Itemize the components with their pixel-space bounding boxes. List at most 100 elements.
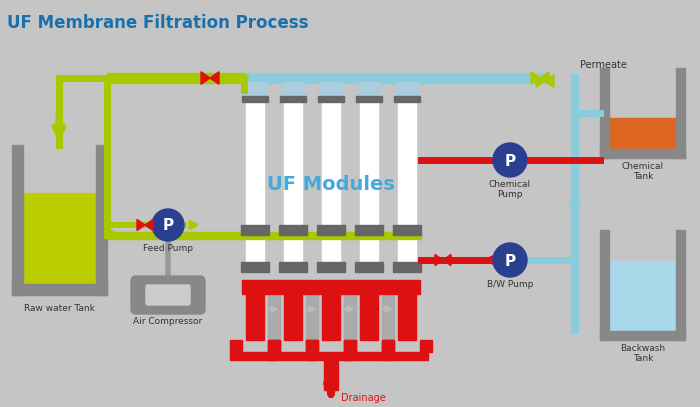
- Bar: [382, 340, 394, 352]
- Bar: [320, 82, 342, 96]
- Bar: [420, 340, 432, 352]
- Text: Raw water Tank: Raw water Tank: [24, 304, 94, 313]
- Bar: [609, 261, 676, 331]
- FancyBboxPatch shape: [146, 285, 190, 305]
- Text: Feed Pump: Feed Pump: [143, 244, 193, 253]
- Bar: [230, 340, 242, 352]
- Bar: [600, 331, 685, 340]
- Bar: [23, 193, 96, 284]
- Bar: [284, 102, 302, 225]
- Bar: [107, 73, 244, 83]
- Bar: [600, 149, 685, 158]
- Bar: [279, 225, 307, 235]
- Polygon shape: [137, 219, 145, 231]
- Polygon shape: [536, 75, 545, 87]
- Bar: [360, 294, 378, 340]
- Bar: [244, 82, 266, 96]
- Bar: [268, 340, 280, 352]
- Bar: [317, 225, 345, 235]
- Text: P: P: [505, 254, 516, 269]
- Bar: [268, 340, 280, 352]
- Bar: [241, 262, 269, 272]
- FancyBboxPatch shape: [131, 276, 205, 314]
- Bar: [318, 96, 344, 102]
- Polygon shape: [443, 254, 451, 266]
- Bar: [322, 102, 340, 225]
- Bar: [355, 262, 383, 272]
- Bar: [344, 340, 356, 352]
- Bar: [230, 352, 276, 360]
- Bar: [676, 230, 685, 340]
- Bar: [242, 280, 420, 294]
- Bar: [355, 225, 383, 235]
- Bar: [242, 96, 268, 102]
- Polygon shape: [540, 72, 549, 84]
- Text: UF Modules: UF Modules: [267, 175, 395, 195]
- Bar: [306, 340, 318, 352]
- Bar: [344, 352, 390, 360]
- Bar: [398, 294, 416, 340]
- Bar: [306, 352, 352, 360]
- Bar: [358, 82, 380, 96]
- Circle shape: [493, 243, 527, 277]
- Bar: [382, 352, 428, 360]
- Polygon shape: [435, 254, 443, 266]
- Text: Air Compressor: Air Compressor: [134, 317, 202, 326]
- Bar: [360, 102, 378, 225]
- Bar: [324, 360, 338, 390]
- Bar: [244, 73, 418, 83]
- Bar: [107, 232, 421, 239]
- Text: Permeate: Permeate: [580, 60, 627, 70]
- Text: P: P: [505, 153, 516, 168]
- Polygon shape: [145, 219, 153, 231]
- Bar: [398, 235, 416, 270]
- Text: Chemical
Tank: Chemical Tank: [622, 162, 664, 182]
- Bar: [393, 225, 421, 235]
- Text: Drainage: Drainage: [341, 393, 386, 403]
- Bar: [12, 145, 23, 295]
- Bar: [382, 294, 394, 360]
- Circle shape: [152, 209, 184, 241]
- Bar: [360, 235, 378, 270]
- Bar: [268, 294, 280, 360]
- Bar: [317, 262, 345, 272]
- Bar: [600, 230, 609, 340]
- Polygon shape: [210, 72, 219, 84]
- Circle shape: [493, 143, 527, 177]
- Bar: [609, 118, 676, 149]
- Text: P: P: [162, 219, 174, 234]
- Bar: [246, 294, 264, 340]
- Bar: [280, 96, 306, 102]
- Text: UF Membrane Filtration Process: UF Membrane Filtration Process: [7, 14, 309, 32]
- Bar: [344, 340, 356, 352]
- Bar: [282, 82, 304, 96]
- Bar: [322, 235, 340, 270]
- Bar: [284, 235, 302, 270]
- Polygon shape: [531, 72, 540, 84]
- Bar: [284, 294, 302, 340]
- Polygon shape: [545, 75, 554, 87]
- Bar: [398, 102, 416, 225]
- Text: Chemical
Pump: Chemical Pump: [489, 180, 531, 199]
- Bar: [268, 352, 314, 360]
- Polygon shape: [201, 72, 210, 84]
- Bar: [396, 82, 418, 96]
- Text: Backwash
Tank: Backwash Tank: [620, 344, 666, 363]
- Bar: [600, 68, 609, 158]
- Bar: [344, 294, 356, 360]
- Bar: [241, 225, 269, 235]
- Text: B/W Pump: B/W Pump: [486, 280, 533, 289]
- Bar: [306, 294, 318, 360]
- Bar: [393, 262, 421, 272]
- Bar: [246, 235, 264, 270]
- Bar: [322, 294, 340, 340]
- Bar: [12, 284, 107, 295]
- Bar: [418, 73, 548, 83]
- Bar: [382, 340, 394, 352]
- Bar: [394, 96, 420, 102]
- Bar: [306, 340, 318, 352]
- Bar: [676, 68, 685, 158]
- Bar: [246, 102, 264, 225]
- Bar: [96, 145, 107, 295]
- Bar: [279, 262, 307, 272]
